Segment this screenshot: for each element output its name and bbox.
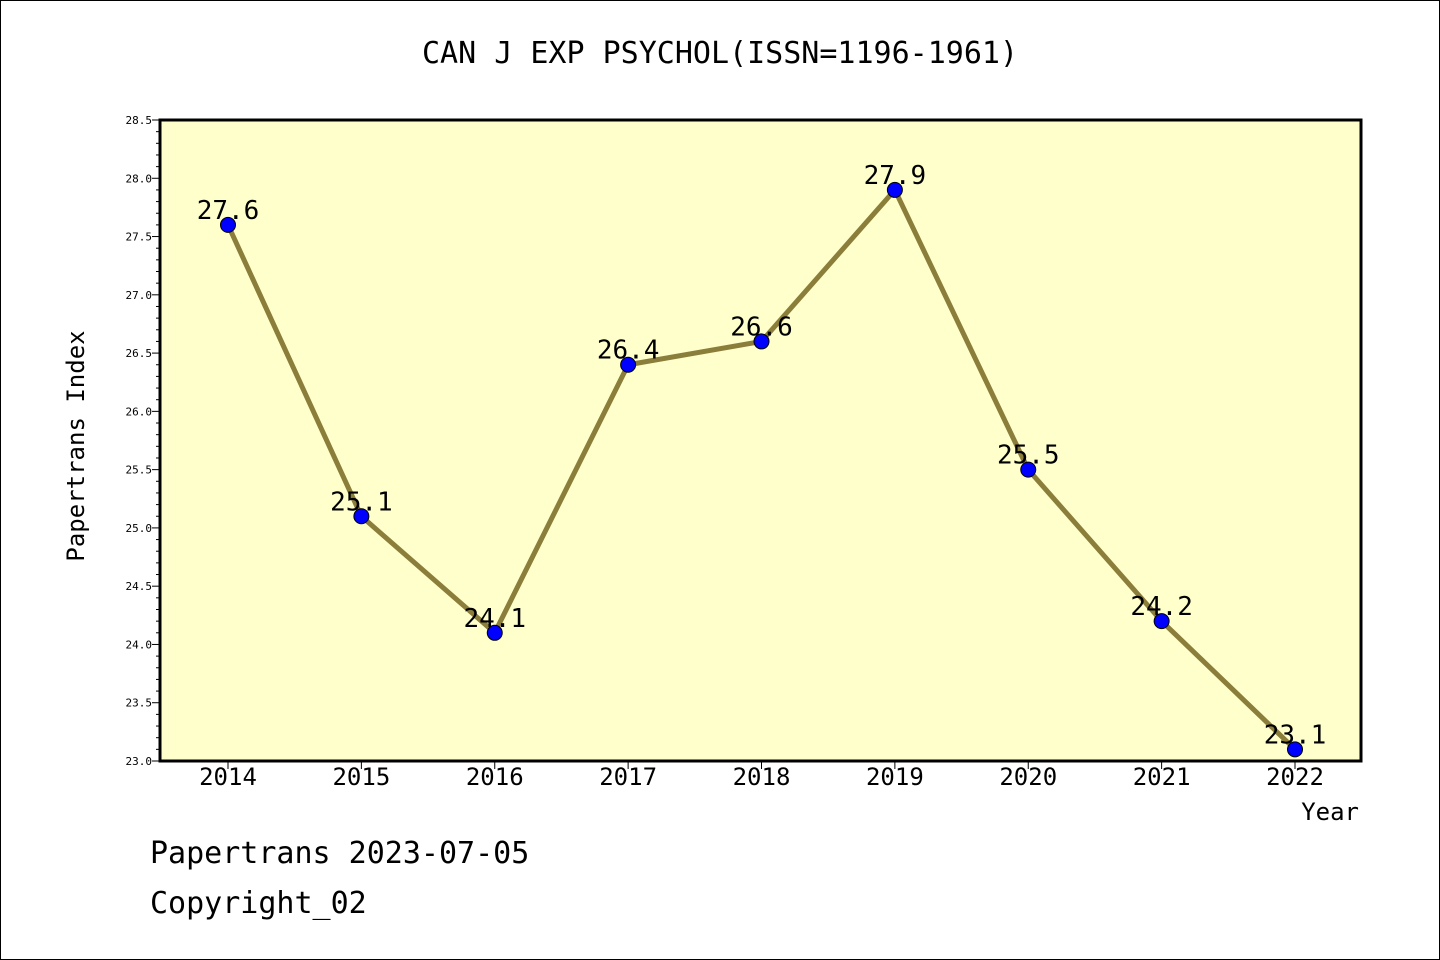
y-tick-label: 23.0 [126,755,153,768]
x-axis-label: Year [1301,798,1359,826]
x-tick-label: 2017 [599,763,657,791]
y-tick-label: 24.0 [126,638,153,651]
footer-date: Papertrans 2023-07-05 [150,836,530,871]
x-tick-label: 2019 [866,763,924,791]
y-tick-label: 25.5 [126,464,153,477]
data-point [353,508,370,525]
x-tick-label: 2016 [466,763,524,791]
x-tick-label: 2021 [1133,763,1191,791]
x-tick-label: 2020 [999,763,1057,791]
plot-border [158,118,1363,763]
data-point [1020,461,1037,478]
footer-copyright: Copyright_02 [150,886,367,921]
data-label: 25.1 [330,487,393,517]
x-tick-label: 2022 [1266,763,1324,791]
data-label: 27.9 [864,161,927,191]
y-tick-label: 26.5 [126,347,153,360]
data-point [886,181,903,198]
data-label: 23.1 [1264,720,1327,750]
data-label: 24.1 [463,604,526,634]
x-tick-label: 2018 [733,763,791,791]
x-tick-label: 2015 [332,763,390,791]
data-label: 24.2 [1130,592,1193,622]
data-point [486,624,503,641]
data-label: 26.4 [597,336,660,366]
data-point [1153,613,1170,630]
y-tick-label: 27.0 [126,289,153,302]
y-axis-label: Papertrans Index [62,330,90,561]
y-tick-label: 24.5 [126,580,153,593]
y-tick-label: 26.0 [126,405,153,418]
data-point [620,356,637,373]
y-tick-label: 27.5 [126,231,153,244]
data-label: 27.6 [197,196,260,226]
data-label: 26.6 [730,312,793,342]
x-tick-label: 2014 [199,763,257,791]
plot-background [160,120,1361,761]
data-label: 25.5 [997,441,1060,471]
y-tick-label: 28.0 [126,172,153,185]
data-point [220,216,236,233]
chart-title: CAN J EXP PSYCHOL(ISSN=1196-1961) [421,36,1019,71]
data-point [753,333,770,350]
data-point [1287,741,1303,758]
y-tick-label: 28.5 [126,114,153,127]
y-tick-label: 25.0 [126,522,153,535]
y-tick-label: 23.5 [126,697,153,710]
